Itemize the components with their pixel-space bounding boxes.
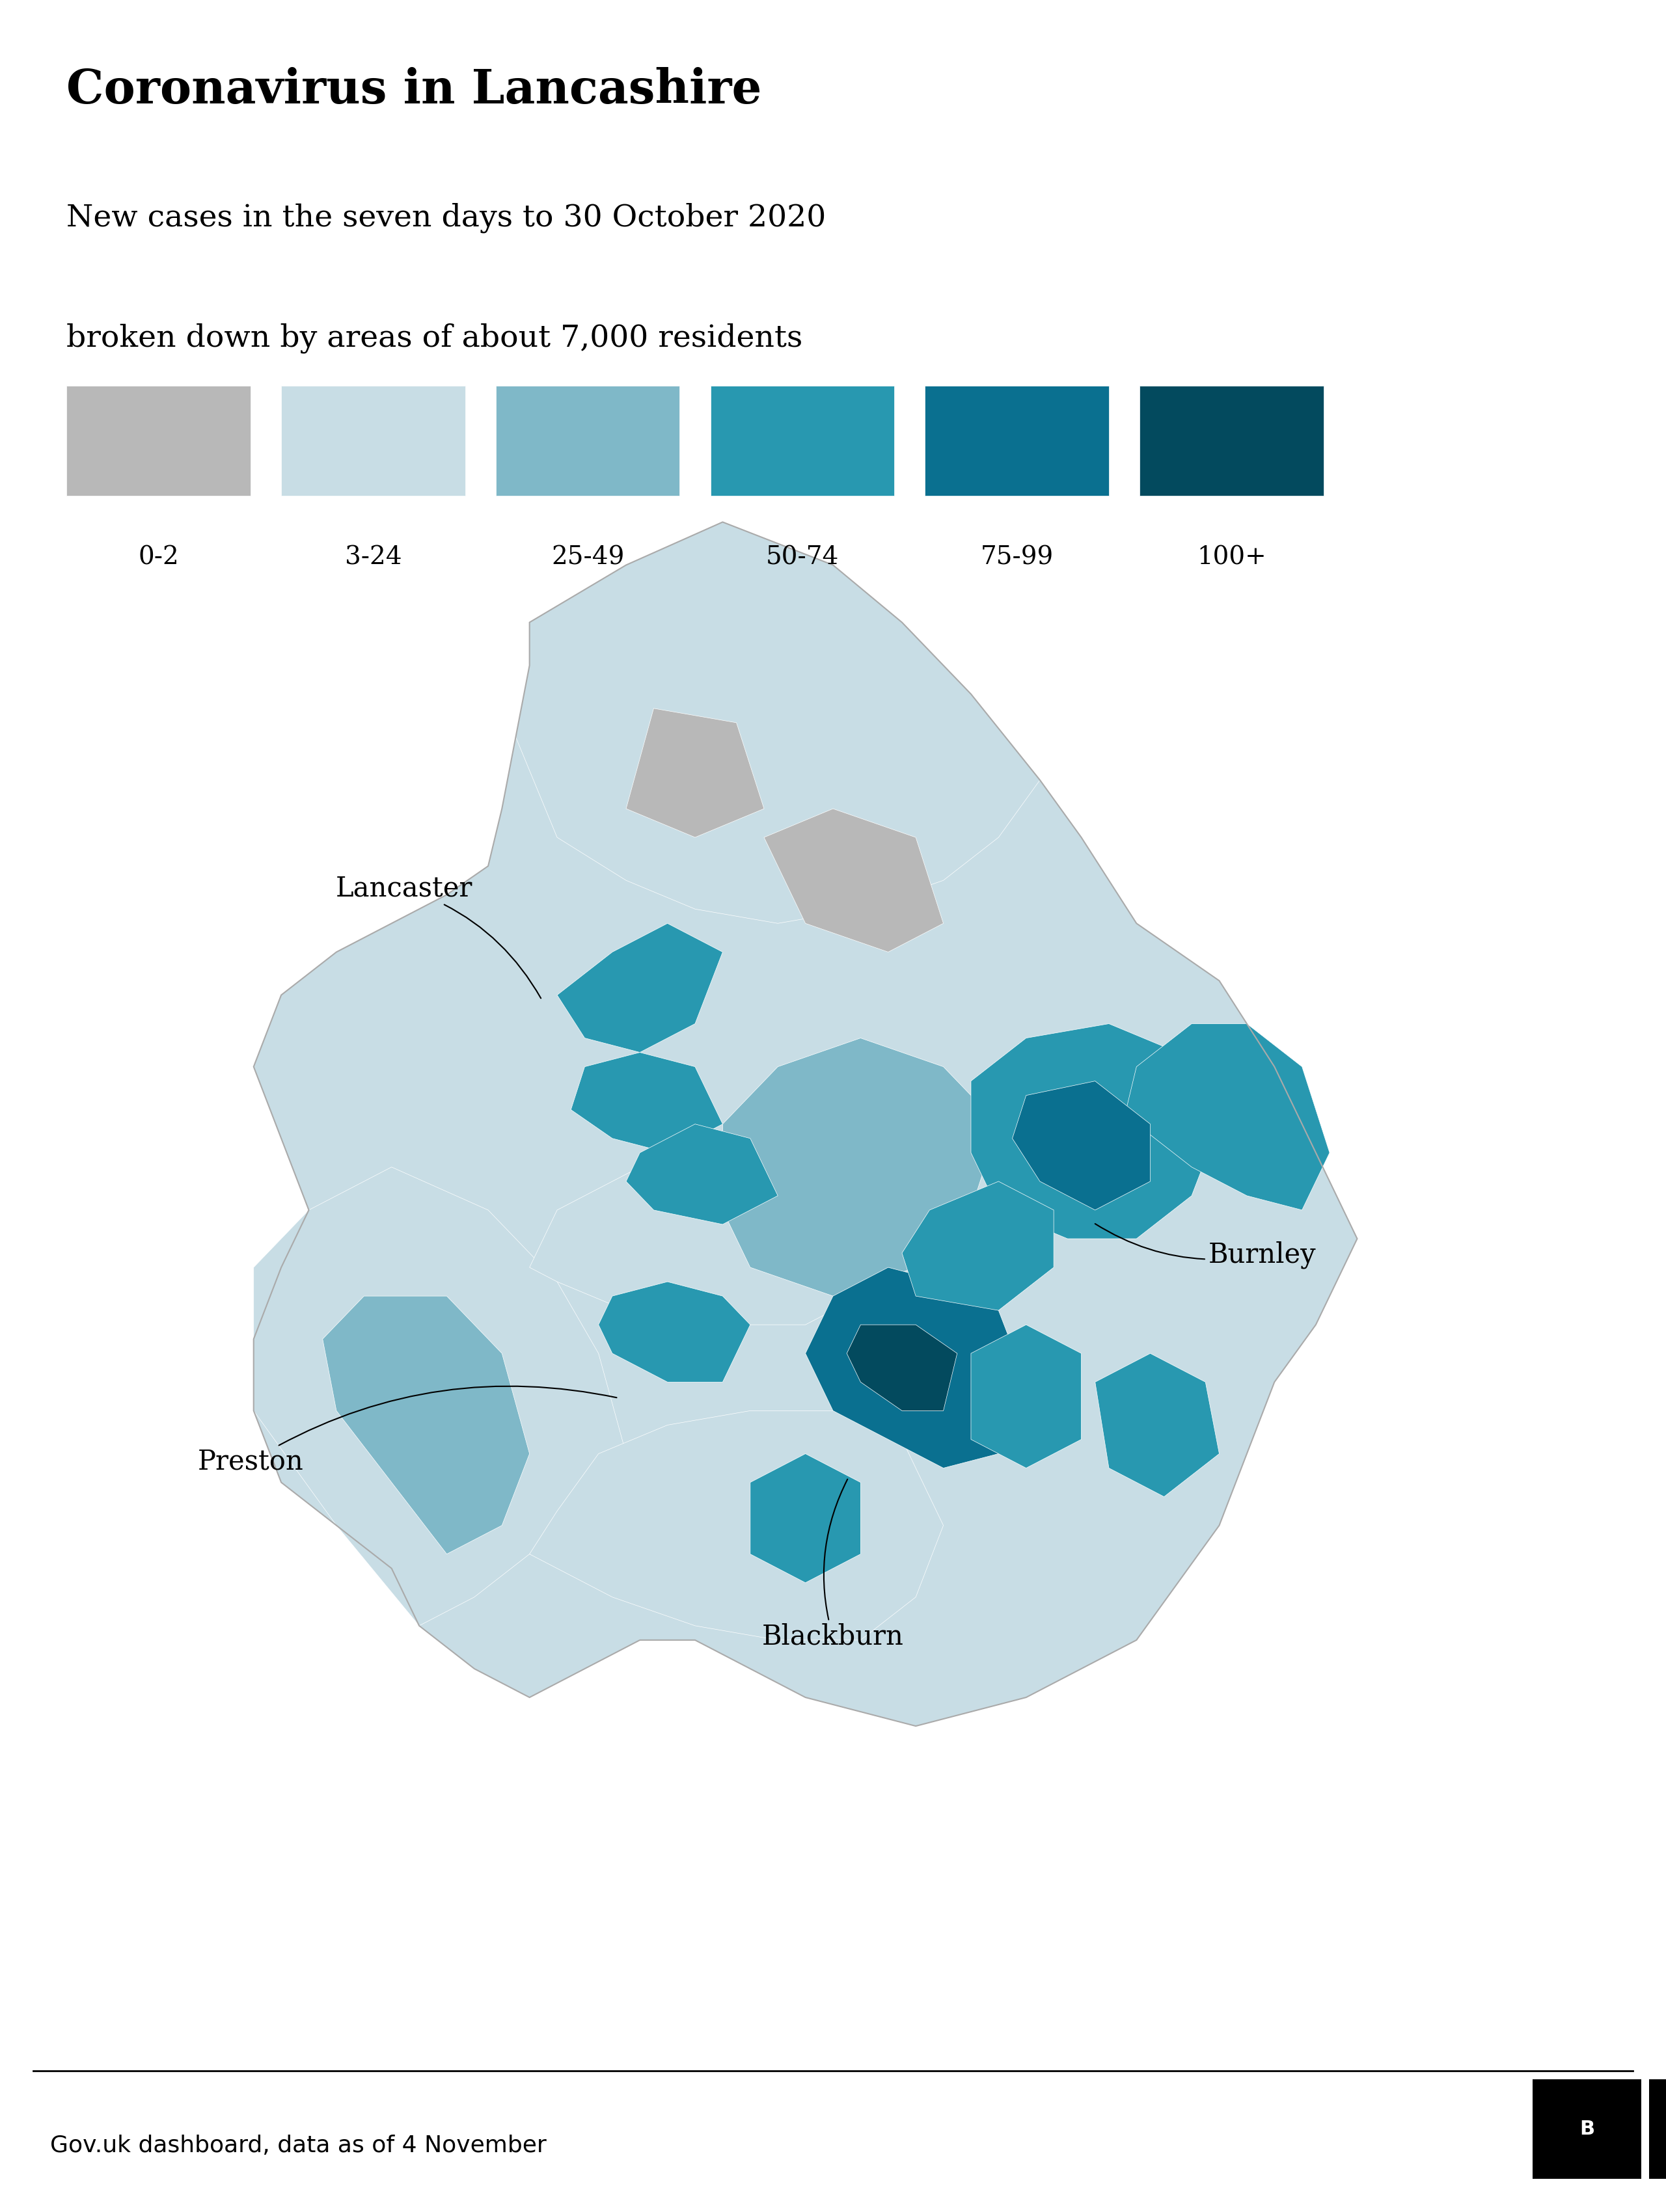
Polygon shape [750, 1453, 861, 1584]
Text: 25-49: 25-49 [551, 546, 625, 568]
Bar [67, 385, 250, 495]
Polygon shape [556, 922, 723, 1053]
Polygon shape [323, 1296, 530, 1555]
Polygon shape [253, 1168, 626, 1626]
Polygon shape [1123, 1024, 1329, 1210]
Polygon shape [765, 810, 943, 951]
Text: broken down by areas of about 7,000 residents: broken down by areas of about 7,000 resi… [67, 323, 803, 354]
Text: New cases in the seven days to 30 October 2020: New cases in the seven days to 30 Octobe… [67, 204, 826, 232]
Text: 50-74: 50-74 [766, 546, 840, 568]
Bar [1533, 2079, 1641, 2179]
Text: Gov.uk dashboard, data as of 4 November: Gov.uk dashboard, data as of 4 November [50, 2135, 546, 2157]
Bar [925, 385, 1110, 495]
Bar [1140, 385, 1323, 495]
Polygon shape [626, 708, 765, 838]
Text: Coronavirus in Lancashire: Coronavirus in Lancashire [67, 66, 761, 113]
Bar [496, 385, 680, 495]
Bar [1649, 2079, 1666, 2179]
Polygon shape [571, 1053, 723, 1152]
Polygon shape [723, 1037, 998, 1296]
Polygon shape [971, 1024, 1220, 1239]
Polygon shape [253, 522, 1358, 1725]
Polygon shape [805, 1267, 1026, 1469]
Text: Preston: Preston [198, 1387, 616, 1475]
Text: 0-2: 0-2 [138, 546, 178, 568]
Polygon shape [626, 1124, 778, 1225]
Polygon shape [901, 1181, 1053, 1310]
Polygon shape [530, 1411, 943, 1639]
Bar [710, 385, 895, 495]
Text: 75-99: 75-99 [980, 546, 1053, 568]
Polygon shape [598, 1281, 750, 1382]
Polygon shape [516, 522, 1040, 922]
Text: B: B [1579, 2119, 1594, 2139]
Bar [282, 385, 465, 495]
Polygon shape [1095, 1354, 1220, 1498]
Text: Blackburn: Blackburn [761, 1480, 905, 1650]
Polygon shape [971, 1325, 1081, 1469]
Polygon shape [846, 1325, 958, 1411]
Text: 3-24: 3-24 [345, 546, 402, 568]
Text: Lancaster: Lancaster [335, 874, 541, 998]
Text: 100+: 100+ [1196, 546, 1266, 568]
Polygon shape [530, 1139, 901, 1325]
Text: Burnley: Burnley [1095, 1223, 1316, 1267]
Polygon shape [1013, 1082, 1150, 1210]
